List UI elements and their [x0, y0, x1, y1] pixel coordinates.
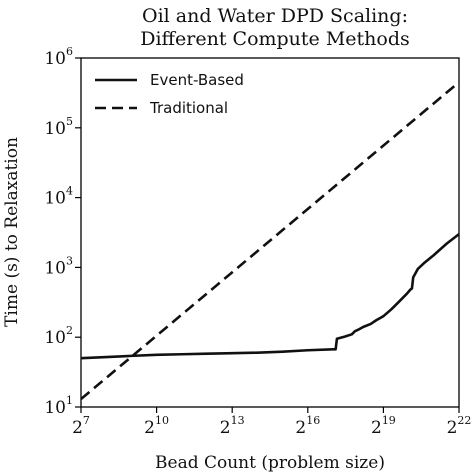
- chart-title: Oil and Water DPD Scaling: Different Com…: [140, 5, 410, 50]
- legend-label: Event-Based: [150, 71, 244, 89]
- x-axis-label: Bead Count (problem size): [155, 453, 385, 473]
- x-tick-label: 216: [295, 414, 320, 438]
- y-tick-label: 101: [44, 394, 73, 418]
- chart-title-line-1: Oil and Water DPD Scaling:: [142, 5, 408, 27]
- x-axis-ticks: 27 210 213 216 219 222: [72, 407, 471, 438]
- legend-label: Traditional: [149, 99, 228, 117]
- legend: Event-Based Traditional: [95, 71, 244, 117]
- y-axis-label: Time (s) to Relaxation: [2, 137, 22, 327]
- chart-title-line-2: Different Compute Methods: [140, 28, 410, 50]
- series-line-event-based: [80, 233, 460, 360]
- y-axis-ticks: 101 102 103 104 105 106: [44, 45, 81, 418]
- x-tick-label: 210: [144, 414, 169, 438]
- y-tick-label: 104: [44, 185, 73, 209]
- x-tick-label: 219: [371, 414, 396, 438]
- y-tick-label: 102: [44, 324, 73, 348]
- x-tick-label: 222: [447, 414, 472, 438]
- plot-frame: [80, 57, 460, 408]
- series-layer: [80, 81, 460, 401]
- y-tick-label: 106: [44, 45, 73, 69]
- y-tick-label: 103: [44, 254, 73, 278]
- x-tick-label: 27: [72, 414, 90, 438]
- y-tick-label: 105: [44, 115, 73, 139]
- series-line-traditional: [80, 81, 460, 401]
- x-tick-label: 213: [220, 414, 245, 438]
